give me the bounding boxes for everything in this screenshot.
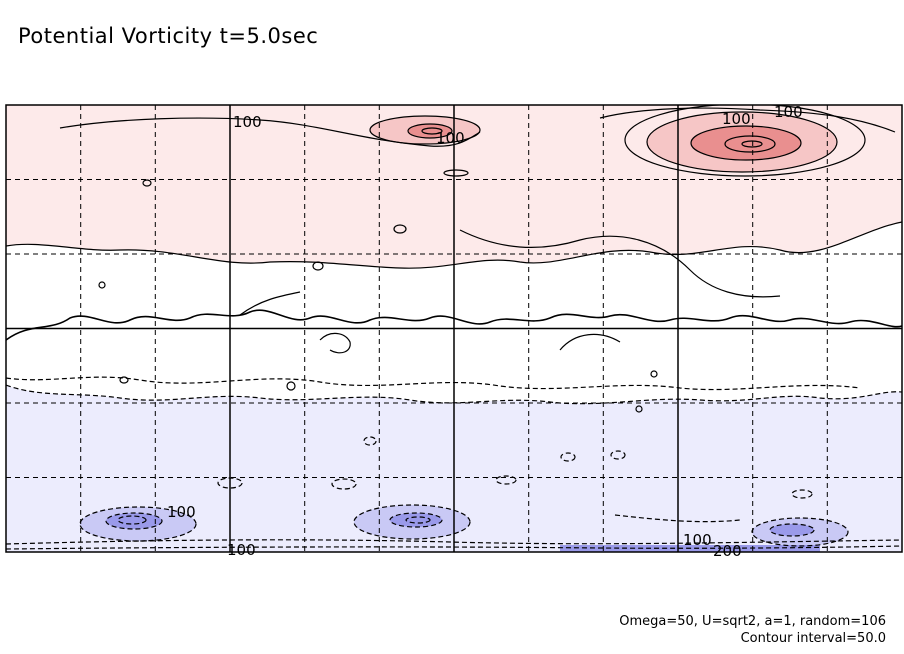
contour-small-4 [443,169,469,177]
contour-south-streak [614,514,741,523]
contour-equator-loop-3 [239,291,301,316]
contour-small-9 [650,370,658,378]
contour-label: 100 [233,113,262,131]
contour-nvortex-1-c [117,515,147,525]
contour-label: 100 [722,110,751,128]
contour-nvortex-6 [495,475,517,485]
footnote-params: Omega=50, U=sqrt2, a=1, random=106 [619,614,886,629]
positive-vortex-1-inner [408,124,452,138]
contour-north-wave-3 [599,107,896,133]
contour-nvortex-1-a [79,506,197,542]
positive-vortex-2-inner [725,136,775,152]
negative-vortex-1-inner [106,513,162,529]
grid-lines [6,105,902,552]
negative-contours [6,376,902,550]
contour-nvortex-3-a [751,517,849,547]
contour-nvortex-5 [331,478,357,490]
contour-north-wave-2 [459,229,781,298]
contour-pvortex-1-a [369,115,481,145]
contour-small-5 [98,281,106,289]
contour-pvortex-2-c [724,135,776,153]
contour-equator-loop-1 [319,332,351,354]
contour-small-2 [393,224,407,234]
contour-nvortex-7 [791,489,813,499]
contour-label: 100 [774,103,803,121]
contour-label: 100 [167,503,196,521]
contour-north-boundary [6,221,902,269]
contour-labels: 100 100 100 100 100 100 100 200 [167,103,803,560]
contour-label: 200 [713,542,742,560]
contour-north-streamer [59,117,481,147]
negative-vortex-3-inner [770,524,814,536]
footnote-contour-interval: Contour interval=50.0 [740,631,886,646]
contour-equator-wave [6,309,902,341]
contour-nvortex-3-b [769,523,815,537]
contour-nvortex-4 [217,477,243,489]
contour-nvortex-2-a [353,504,471,540]
contour-south-boundary [6,384,902,405]
contour-pvortex-2-e [624,105,866,177]
contour-south-edge-1 [6,539,902,545]
negative-vortex-2-inner [390,513,442,527]
contour-nvortex-2-b [389,512,443,528]
contour-small-1 [312,261,324,271]
contour-nvortex-8 [363,436,377,446]
contour-small-3 [142,179,152,187]
contour-pvortex-2-b [690,125,802,161]
contour-label: 100 [227,541,256,559]
contour-equator-loop-2 [559,333,621,351]
contour-small-8 [635,405,643,413]
chart-title: Potential Vorticity t=5.0sec [18,24,319,48]
contour-nvortex-1-b [105,512,163,530]
contour-south-edge-2 [6,545,902,550]
contour-nvortex-9 [560,452,576,462]
contour-pvortex-1-b [407,123,453,139]
plot-frame [5,104,903,553]
contour-small-7 [286,381,296,391]
contour-pvortex-2-a [646,111,838,173]
contour-nvortex-10 [610,450,626,460]
contour-pvortex-1-c [421,127,443,135]
contour-small-6 [119,376,129,384]
contour-pvortex-2-d [741,140,763,148]
contour-south-wave-2 [6,376,861,391]
contour-label: 100 [683,531,712,549]
contour-nvortex-2-c [405,516,431,524]
contour-layer [6,105,902,550]
contour-label: 100 [436,129,465,147]
